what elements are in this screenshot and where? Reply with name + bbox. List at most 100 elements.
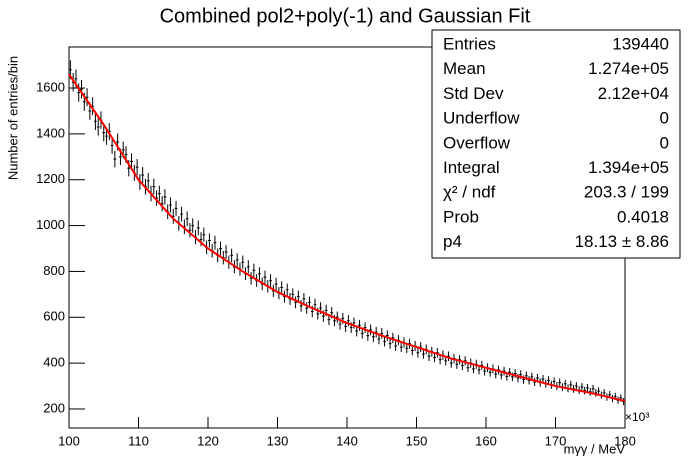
- data-point: [427, 351, 431, 362]
- data-point: [360, 328, 364, 339]
- data-point: [213, 235, 217, 250]
- data-point: [580, 383, 584, 391]
- stats-value: 0: [660, 133, 669, 152]
- data-point: [369, 324, 373, 336]
- data-point: [191, 218, 195, 233]
- data-point: [196, 220, 200, 236]
- y-tick-label: 1000: [36, 217, 65, 232]
- y-tick-label: 600: [43, 309, 65, 324]
- data-point: [285, 283, 289, 296]
- data-point: [477, 365, 481, 375]
- stats-value: 0: [660, 109, 669, 128]
- data-point: [591, 384, 595, 393]
- data-point: [574, 382, 578, 391]
- y-tick-label: 1400: [36, 125, 65, 140]
- fit-curve: [68, 73, 626, 402]
- data-point: [552, 377, 556, 386]
- data-point: [391, 332, 395, 344]
- data-point: [77, 83, 81, 102]
- data-point: [547, 376, 550, 385]
- data-point: [180, 206, 183, 222]
- data-point: [141, 167, 145, 184]
- data-point: [208, 233, 211, 248]
- stats-value: 1.274e+05: [588, 59, 669, 78]
- data-point: [380, 328, 384, 339]
- data-point: [416, 347, 420, 358]
- data-point: [263, 270, 267, 284]
- data-point: [558, 378, 562, 387]
- data-point: [135, 159, 139, 176]
- data-point: [438, 355, 442, 365]
- data-point: [235, 253, 239, 267]
- x-tick-label: 150: [406, 433, 428, 448]
- data-point: [586, 383, 589, 392]
- data-point: [85, 88, 89, 107]
- data-point: [374, 326, 378, 338]
- data-point: [563, 379, 567, 388]
- y-tick-label: 400: [43, 355, 65, 370]
- data-point: [594, 389, 598, 397]
- data-point: [405, 343, 409, 354]
- data-point: [447, 351, 450, 362]
- x-tick-label: 110: [128, 433, 149, 448]
- x-tick-label: 180: [614, 433, 636, 448]
- data-point: [258, 267, 261, 281]
- data-point: [399, 342, 403, 353]
- data-point: [385, 330, 389, 341]
- data-point: [463, 356, 467, 366]
- data-point: [597, 387, 600, 395]
- data-point: [394, 340, 398, 351]
- data-point: [113, 150, 117, 168]
- data-point: [96, 118, 100, 136]
- y-tick-label: 1600: [36, 79, 65, 94]
- data-point: [174, 200, 178, 216]
- data-point: [305, 302, 309, 314]
- stats-label: χ² / ndf: [443, 183, 496, 202]
- data-point: [102, 124, 106, 142]
- data-point: [472, 364, 475, 374]
- data-point: [388, 338, 392, 349]
- data-point: [202, 227, 206, 242]
- data-point: [433, 352, 436, 363]
- stats-label: Prob: [443, 207, 479, 226]
- data-point: [335, 311, 339, 323]
- stats-value: 203.3 / 199: [584, 183, 669, 202]
- stats-label: Integral: [443, 158, 500, 177]
- data-point: [366, 330, 370, 341]
- stats-box: [431, 29, 681, 259]
- stats-value: 2.12e+04: [598, 84, 669, 103]
- data-point: [269, 274, 272, 287]
- data-point: [302, 292, 306, 305]
- data-point: [466, 363, 470, 373]
- data-point: [383, 336, 386, 347]
- y-tick-label: 200: [43, 400, 65, 415]
- data-point: [352, 317, 356, 329]
- data-point: [157, 185, 161, 202]
- stats-label: Overflow: [443, 133, 511, 152]
- data-point: [230, 248, 234, 263]
- data-point: [199, 232, 203, 247]
- data-point: [274, 277, 278, 291]
- data-point: [163, 189, 167, 205]
- data-point: [185, 211, 189, 227]
- data-point: [169, 197, 172, 213]
- chart-title: Combined pol2+poly(-1) and Gaussian Fit: [160, 5, 531, 27]
- data-point: [152, 178, 156, 195]
- data-point: [410, 345, 414, 356]
- data-point: [219, 241, 222, 256]
- data-point: [252, 263, 256, 277]
- stats-label: Std Dev: [443, 84, 504, 103]
- data-point: [280, 281, 284, 294]
- x-tick-label: 130: [267, 433, 289, 448]
- data-point: [569, 380, 573, 389]
- data-point: [249, 271, 253, 285]
- data-point: [422, 349, 425, 359]
- data-point: [502, 366, 506, 376]
- data-point: [294, 296, 297, 309]
- stats-label: p4: [443, 232, 462, 251]
- stats-value: 139440: [612, 34, 669, 53]
- data-point: [224, 245, 228, 259]
- data-point: [533, 377, 537, 387]
- stats-label: Underflow: [443, 109, 520, 128]
